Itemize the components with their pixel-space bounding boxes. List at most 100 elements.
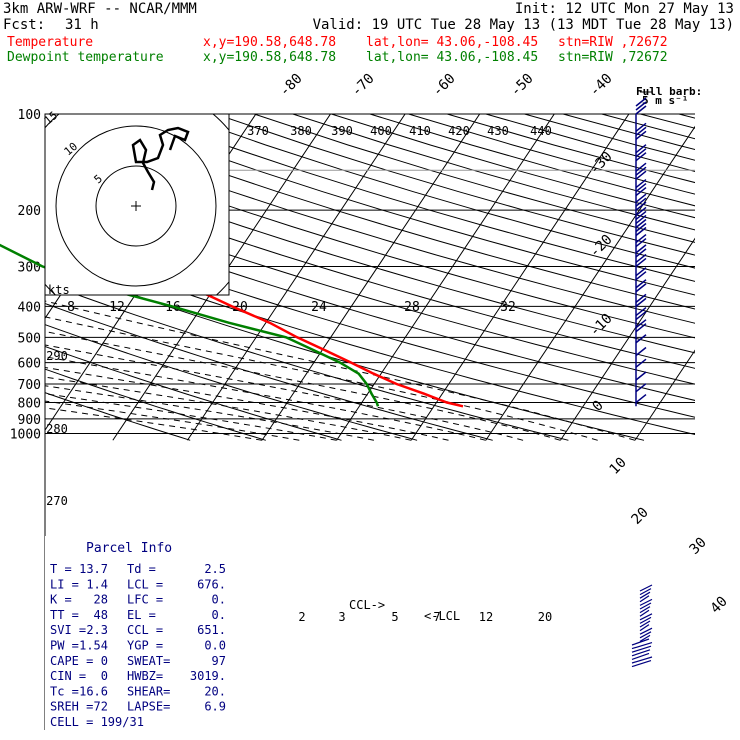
pressure-label-500: 500: [18, 331, 41, 346]
parcel-info-panel: Parcel Info T = 13.7 Td = 2.5 LI = 1.4 LCL = 676…: [45, 536, 229, 730]
parcel-value: 20.: [204, 684, 226, 698]
wind-barb: [635, 97, 647, 107]
wind-barbs: [631, 97, 653, 668]
mixing-ratio-label: 24: [311, 300, 327, 315]
parcel-value: 3019.: [190, 669, 226, 683]
parcel-key: SREH =: [50, 700, 93, 714]
wind-barb-low: [631, 638, 650, 646]
wind-barb-low: [631, 660, 652, 668]
wind-barb: [635, 237, 647, 248]
mixing-ratio-label-low: 5: [391, 610, 398, 624]
wind-barb: [635, 197, 647, 207]
parcel-value: 28: [94, 593, 108, 607]
parcel-value: 0: [101, 654, 108, 668]
parcel-value: 676.: [197, 577, 226, 591]
parcel-value: 0.: [212, 608, 226, 622]
dewpoint-line: [0, 243, 380, 407]
wind-barb-low: [639, 584, 653, 592]
wind-barb: [635, 393, 647, 404]
parcel-value: 0: [101, 669, 108, 683]
parcel-value: 2.3: [86, 623, 108, 637]
lcl-label: <-LCL: [424, 609, 460, 623]
mixing-ratio-label: 12: [109, 300, 125, 315]
parcel-value: 2.5: [204, 562, 226, 576]
ring-5: [95, 165, 177, 247]
isotherm-label: 10: [607, 455, 630, 478]
wind-barb: [635, 334, 647, 344]
theta-label: 420: [448, 124, 470, 138]
mixing-ratio-label-low: 3: [338, 610, 345, 624]
parcel-key: TT =: [50, 608, 79, 622]
wind-barb: [635, 182, 647, 193]
dry-adiabat: [485, 114, 695, 172]
wind-barb-low: [639, 616, 652, 624]
fcst-label: Fcst:: [3, 17, 46, 33]
legend-temperature: Temperature: [7, 35, 94, 50]
parcel-value: 0.: [212, 593, 226, 607]
parcel-key: SVI =: [50, 623, 86, 637]
isotherm-label: -60: [430, 71, 459, 100]
wind-barb-low: [639, 595, 650, 603]
parcel-value: 0.0: [204, 639, 226, 653]
station-temperature: stn=RIW ,72672: [558, 35, 668, 50]
wind-barb-low: [639, 620, 651, 628]
dry-adiabat: [408, 114, 695, 195]
hodograph-frame: [44, 113, 230, 296]
dry-adiabat: [678, 114, 695, 119]
dry-adiabat: [45, 138, 695, 339]
parcel-key: LI =: [50, 577, 79, 591]
pressure-label-600: 600: [18, 357, 41, 372]
pressure-label-100: 100: [18, 108, 41, 123]
theta-label: 430: [487, 124, 509, 138]
isotherm-label: -40: [587, 71, 616, 100]
parcel-key: T =: [50, 562, 72, 576]
parcel-key: YGP =: [127, 639, 163, 653]
wind-barb: [635, 214, 647, 224]
isotherm-line: [560, 237, 695, 441]
parcel-key: EL =: [127, 608, 156, 622]
moist-adiabat: [45, 331, 561, 441]
dry-adiabat: [60, 114, 695, 310]
parcel-key: CIN =: [50, 669, 86, 683]
wind-barb: [635, 166, 647, 176]
latlon-temperature: lat,lon= 43.06,-108.45: [366, 35, 539, 50]
pressure-label-200: 200: [18, 204, 41, 219]
wind-barb: [635, 267, 647, 277]
wind-barb: [635, 101, 647, 111]
parcel-cell: CELL = 199/31: [50, 715, 144, 729]
dry-adiabat: [524, 114, 695, 161]
grid-lines: [45, 114, 695, 441]
wind-barb-low: [631, 652, 650, 660]
wind-barb: [635, 105, 647, 115]
wind-legend-units: 5 m s⁻¹: [642, 94, 688, 107]
wind-barb: [635, 162, 647, 172]
wind-barb-low: [639, 609, 650, 617]
wind-barb-low: [631, 656, 653, 664]
wind-barb: [635, 148, 647, 158]
ring-10: [55, 125, 217, 287]
parcel-key: Tc =: [50, 684, 79, 698]
parcel-key: Td =: [127, 562, 156, 576]
wind-barb: [635, 244, 647, 254]
xy-temperature: x,y=190.58,648.78: [203, 35, 337, 50]
parcel-value: 72: [94, 700, 108, 714]
theta-label: 380: [290, 124, 312, 138]
wind-barb: [635, 233, 647, 244]
isotherm-line: [261, 114, 481, 441]
wind-barb: [635, 248, 647, 258]
mixing-ratio-label: 32: [500, 300, 516, 315]
isotherm-line: [634, 349, 695, 441]
wind-barb-low: [639, 627, 653, 635]
moist-adiabat: [45, 385, 374, 441]
isotherm-label: -50: [508, 71, 537, 100]
isotherm-label: -80: [277, 71, 306, 100]
parcel-key: PW =: [50, 639, 79, 653]
mixing-ratio-label-low: 7: [433, 610, 440, 624]
wind-barb: [635, 144, 647, 154]
wind-barb-low: [631, 642, 653, 650]
wind-barb-low: [639, 634, 651, 642]
hodograph-trace: [131, 126, 190, 191]
parcel-value: 1.54: [79, 639, 108, 653]
valid-time: Valid: 19 UTC Tue 28 May 13 (13 MDT Tue …: [312, 17, 734, 33]
